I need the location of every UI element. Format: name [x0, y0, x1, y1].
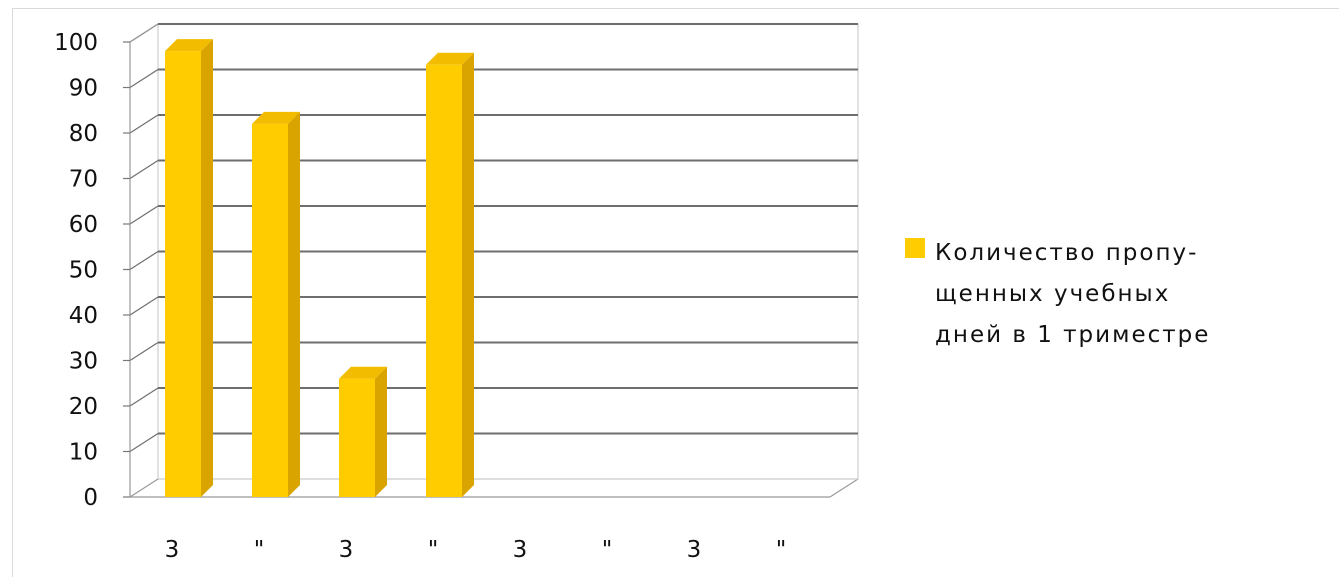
floor-side-edge	[829, 478, 859, 498]
x-tick-label: "	[776, 537, 787, 563]
left-wall-bottom-edge	[129, 478, 159, 498]
gridline-depth	[129, 68, 159, 89]
y-tick-label: 30	[69, 349, 98, 375]
legend-label: Количество пропу- щенных учебных дней в …	[935, 233, 1325, 356]
bar-top	[426, 52, 474, 65]
y-tick-label: 80	[69, 121, 98, 147]
chart-axes	[123, 23, 859, 498]
y-tick-label: 40	[69, 303, 98, 329]
x-axis-tick-labels: 3 " 3 " 3 " 3 "	[165, 537, 787, 563]
y-tick-label: 70	[69, 167, 98, 193]
bar-front	[252, 123, 288, 498]
y-tick-label: 0	[83, 485, 98, 511]
legend-swatch	[905, 238, 925, 258]
gridline-depth	[129, 250, 159, 271]
bar-side	[201, 39, 213, 497]
gridline-depth	[129, 341, 159, 362]
gridline-depth	[129, 432, 159, 453]
legend-line-2: щенных учебных	[935, 281, 1171, 307]
bar-front	[165, 51, 201, 497]
y-axis-tick-labels: 0 10 20 30 40 50 60 70 80 90 100	[54, 30, 98, 511]
gridline-depth	[129, 296, 159, 316]
chart-frame	[12, 8, 1339, 577]
y-tick-label: 50	[69, 258, 98, 284]
bar-front	[339, 378, 375, 497]
bar-front	[426, 64, 462, 497]
gridline-depth	[129, 159, 159, 180]
legend-line-1: Количество пропу-	[935, 240, 1199, 266]
gridline-depth	[129, 387, 159, 407]
y-tick-label: 100	[54, 30, 98, 56]
gridline-depth	[129, 114, 159, 134]
y-tick-label: 10	[69, 440, 98, 466]
bar-top	[252, 111, 300, 124]
x-tick-label: 3	[687, 537, 702, 563]
x-tick-label: 3	[339, 537, 354, 563]
bar-side	[288, 111, 300, 498]
bar-side	[462, 52, 474, 497]
bar	[339, 366, 387, 497]
x-tick-label: 3	[513, 537, 528, 563]
x-tick-label: 3	[165, 537, 180, 563]
chart-gridlines	[129, 23, 858, 453]
gridline-depth	[129, 205, 159, 225]
bar	[165, 39, 213, 497]
x-tick-label: "	[254, 537, 265, 563]
y-tick-label: 90	[69, 76, 98, 102]
left-wall-top-edge	[129, 23, 159, 43]
bar-side	[375, 366, 387, 497]
y-tick-label: 20	[69, 394, 98, 420]
bar-top	[165, 39, 213, 52]
x-tick-label: "	[602, 537, 613, 563]
bar	[426, 52, 474, 497]
chart-bars	[165, 39, 474, 498]
x-tick-label: "	[428, 537, 439, 563]
bar	[252, 111, 300, 498]
legend-line-3: дней в 1 триместре	[935, 322, 1211, 348]
bar-top	[339, 366, 387, 379]
y-tick-label: 60	[69, 212, 98, 238]
